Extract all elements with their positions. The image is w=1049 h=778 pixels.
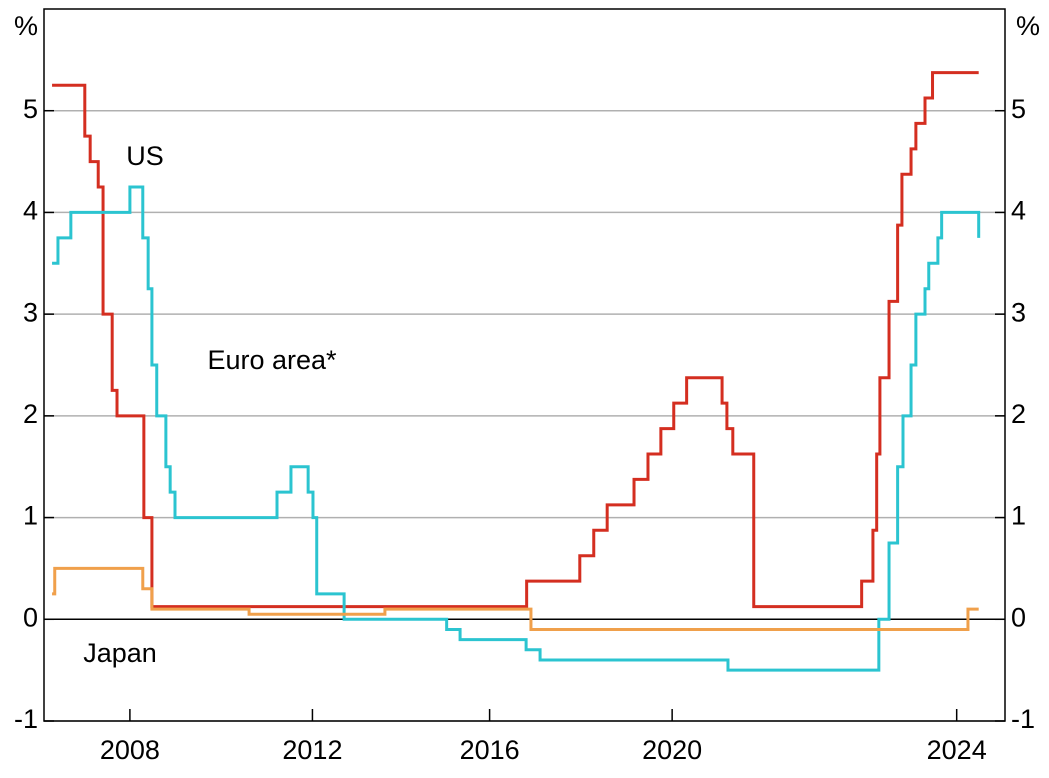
series-line: [52, 185, 981, 672]
x-tick-label: 2024: [927, 735, 987, 765]
y-tick-label: 2: [23, 399, 38, 429]
x-tick-label: 2012: [282, 735, 342, 765]
y-tick-label: 0: [23, 602, 38, 632]
y2-tick-label: 2: [1011, 399, 1026, 429]
series-label: US: [126, 141, 164, 171]
y-tick-label: 1: [23, 501, 38, 531]
y2-tick-label: 3: [1011, 297, 1026, 327]
y-tick-label: 5: [23, 94, 38, 124]
y2-tick-label: 5: [1011, 94, 1026, 124]
y2-tick-label: 1: [1011, 501, 1026, 531]
x-tick-label: 2020: [642, 735, 702, 765]
y-tick-label: 4: [23, 196, 38, 226]
plot-frame: [43, 8, 1006, 722]
y-tick-label: -1: [14, 704, 38, 734]
series-label: Euro area*: [207, 345, 337, 375]
x-tick-label: 2016: [460, 735, 520, 765]
x-tick-label: 2008: [100, 735, 160, 765]
y2-tick-label: 0: [1011, 602, 1026, 632]
y-tick-label: 3: [23, 297, 38, 327]
series-label: Japan: [83, 638, 157, 668]
y2-tick-label: 4: [1011, 196, 1026, 226]
y-axis-label: %: [14, 11, 38, 41]
y2-tick-label: -1: [1011, 704, 1035, 734]
series-line: [52, 71, 979, 609]
series-line: [52, 566, 979, 631]
y2-axis-label: %: [1016, 11, 1040, 41]
